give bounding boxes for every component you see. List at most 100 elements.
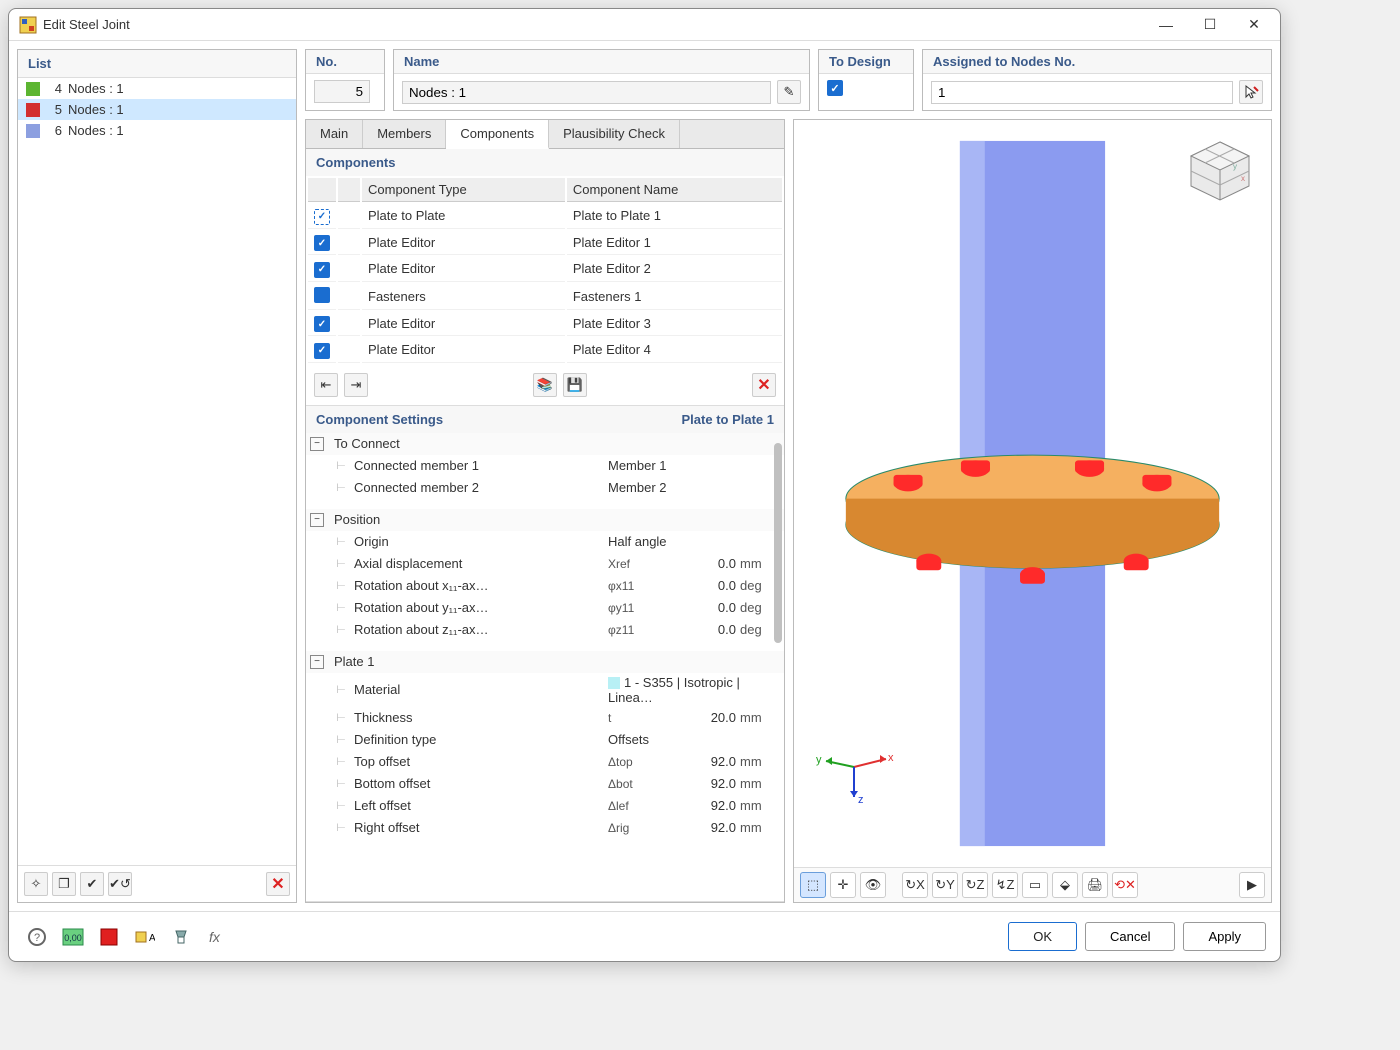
view-iso-button[interactable]: ↯Z xyxy=(992,872,1018,898)
component-row[interactable]: ✓ Plate Editor Plate Editor 1 xyxy=(308,231,782,256)
clipboard-button[interactable] xyxy=(167,924,195,950)
collapse-icon[interactable]: − xyxy=(310,437,324,451)
row-name: Fasteners 1 xyxy=(567,284,782,310)
view-mode-button[interactable]: ⬚ xyxy=(800,872,826,898)
collapse-icon[interactable]: − xyxy=(310,655,324,669)
list-item[interactable]: 5 Nodes : 1 xyxy=(18,99,296,120)
property-row[interactable]: ⊢ Connected member 2Member 2 xyxy=(306,477,784,499)
label-button[interactable]: A xyxy=(131,924,159,950)
property-row[interactable]: ⊢ Rotation about x₁₁-ax…φx11 0.0 deg xyxy=(306,575,784,597)
render-mode-button[interactable]: ⬙ xyxy=(1052,872,1078,898)
scrollbar-thumb[interactable] xyxy=(774,443,782,643)
row-checkbox[interactable]: ✓ xyxy=(314,235,330,251)
row-checkbox[interactable]: ✓ xyxy=(314,316,330,332)
edit-name-button[interactable]: ✎ xyxy=(777,80,801,104)
property-row[interactable]: ⊢ Definition typeOffsets xyxy=(306,729,784,751)
prop-symbol: φy11 xyxy=(608,601,650,615)
item-label: Nodes : 1 xyxy=(68,81,124,96)
tab-components[interactable]: Components xyxy=(446,120,549,149)
tab-members[interactable]: Members xyxy=(363,120,446,148)
row-checkbox[interactable]: ✓ xyxy=(314,209,330,225)
prop-unit: mm xyxy=(740,798,776,813)
row-checkbox[interactable]: ✓ xyxy=(314,262,330,278)
property-row[interactable]: ⊢ Connected member 1Member 1 xyxy=(306,455,784,477)
tab-plausibility-check[interactable]: Plausibility Check xyxy=(549,120,680,148)
tab-main[interactable]: Main xyxy=(306,120,363,148)
property-row[interactable]: ⊢ Material1 - S355 | Isotropic | Linea… xyxy=(306,673,784,707)
prop-symbol: φz11 xyxy=(608,623,650,637)
color-button[interactable] xyxy=(95,924,123,950)
units-button[interactable]: 0,00 xyxy=(59,924,87,950)
maximize-button[interactable]: ☐ xyxy=(1188,11,1232,39)
pick-node-button[interactable] xyxy=(1239,80,1263,104)
zoom-fit-button[interactable]: 👁 xyxy=(860,872,886,898)
property-row[interactable]: ⊢ Axial displacementXref 0.0 mm xyxy=(306,553,784,575)
row-name: Plate Editor 1 xyxy=(567,231,782,256)
row-checkbox[interactable] xyxy=(314,287,330,303)
group-header[interactable]: − Plate 1 xyxy=(306,651,784,673)
property-row[interactable]: ⊢ Right offsetΔrig 92.0 mm xyxy=(306,817,784,839)
view-cube[interactable]: y x xyxy=(1185,136,1255,206)
ok-button[interactable]: OK xyxy=(1008,922,1077,951)
item-label: Nodes : 1 xyxy=(68,123,124,138)
component-row[interactable]: ✓ Plate Editor Plate Editor 3 xyxy=(308,312,782,337)
check-toggle-button[interactable]: ✔↺ xyxy=(108,872,132,896)
property-row[interactable]: ⊢ Bottom offsetΔbot 92.0 mm xyxy=(306,773,784,795)
component-row[interactable]: ✓ Plate Editor Plate Editor 4 xyxy=(308,338,782,363)
cancel-button[interactable]: Cancel xyxy=(1085,922,1175,951)
delete-item-button[interactable]: ✕ xyxy=(266,872,290,896)
view-z-button[interactable]: ↻Z xyxy=(962,872,988,898)
save-component-button[interactable]: 💾 xyxy=(563,373,587,397)
collapse-icon[interactable]: − xyxy=(310,513,324,527)
property-row[interactable]: ⊢ OriginHalf angle xyxy=(306,531,784,553)
svg-text:?: ? xyxy=(34,932,40,944)
prop-text: Member 1 xyxy=(608,458,776,473)
move-up-button[interactable]: ⇤ xyxy=(314,373,338,397)
axis-toggle-button[interactable]: ✛ xyxy=(830,872,856,898)
print-button[interactable]: 🖨 xyxy=(1082,872,1108,898)
tabs: MainMembersComponentsPlausibility Check xyxy=(306,120,784,149)
col-name: Component Name xyxy=(567,178,782,202)
close-button[interactable]: ✕ xyxy=(1232,11,1276,39)
move-down-button[interactable]: ⇥ xyxy=(344,373,368,397)
no-field: No. xyxy=(305,49,385,111)
minimize-button[interactable]: — xyxy=(1144,11,1188,39)
new-item-button[interactable]: ✧ xyxy=(24,872,48,896)
components-section: Components Component Type Component Name… xyxy=(306,149,784,406)
component-row[interactable]: ✓ Plate Editor Plate Editor 2 xyxy=(308,257,782,282)
assigned-input[interactable] xyxy=(931,81,1233,104)
help-button[interactable]: ? xyxy=(23,924,51,950)
row-name: Plate Editor 4 xyxy=(567,338,782,363)
group-name: Position xyxy=(330,512,776,527)
prop-unit: mm xyxy=(740,710,776,725)
view-y-button[interactable]: ↻Y xyxy=(932,872,958,898)
property-row[interactable]: ⊢ Rotation about z₁₁-ax…φz11 0.0 deg xyxy=(306,619,784,641)
function-button[interactable]: fx xyxy=(203,924,231,950)
apply-button[interactable]: Apply xyxy=(1183,922,1266,951)
row-checkbox[interactable]: ✓ xyxy=(314,343,330,359)
property-row[interactable]: ⊢ Left offsetΔlef 92.0 mm xyxy=(306,795,784,817)
reset-view-button[interactable]: ⟲✕ xyxy=(1112,872,1138,898)
prop-label: Origin xyxy=(350,534,566,549)
design-checkbox[interactable]: ✓ xyxy=(827,80,843,96)
main-area: No. Name ✎ To Design ✓ Assigned to Nodes… xyxy=(305,49,1272,903)
component-row[interactable]: Fasteners Fasteners 1 xyxy=(308,284,782,310)
viewer-canvas[interactable]: y x x y z xyxy=(794,120,1271,867)
name-input[interactable] xyxy=(402,81,771,104)
property-row[interactable]: ⊢ Top offsetΔtop 92.0 mm xyxy=(306,751,784,773)
check-all-button[interactable]: ✔ xyxy=(80,872,104,896)
component-row[interactable]: ✓ Plate to Plate Plate to Plate 1 xyxy=(308,204,782,229)
property-row[interactable]: ⊢ Thicknesst 20.0 mm xyxy=(306,707,784,729)
list-item[interactable]: 6 Nodes : 1 xyxy=(18,120,296,141)
layers-button[interactable]: ▭ xyxy=(1022,872,1048,898)
group-header[interactable]: − Position xyxy=(306,509,784,531)
library-button[interactable]: 📚 xyxy=(533,373,557,397)
property-row[interactable]: ⊢ Rotation about y₁₁-ax…φy11 0.0 deg xyxy=(306,597,784,619)
group-header[interactable]: − To Connect xyxy=(306,433,784,455)
copy-item-button[interactable]: ❐ xyxy=(52,872,76,896)
view-x-button[interactable]: ↻X xyxy=(902,872,928,898)
delete-component-button[interactable]: ✕ xyxy=(752,373,776,397)
no-input[interactable] xyxy=(314,80,370,103)
expand-viewer-button[interactable]: ▶ xyxy=(1239,872,1265,898)
list-item[interactable]: 4 Nodes : 1 xyxy=(18,78,296,99)
